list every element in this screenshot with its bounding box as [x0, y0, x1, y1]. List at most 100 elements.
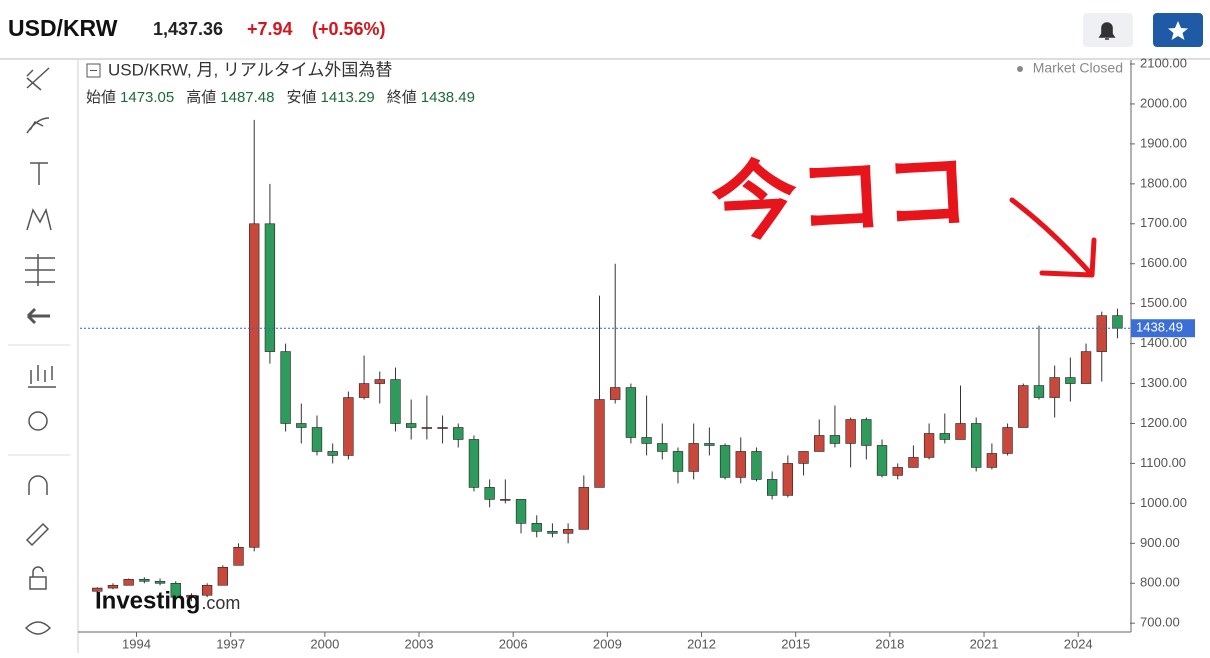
- candle-body: [876, 445, 888, 476]
- candle-body: [955, 423, 966, 440]
- tool-zoom[interactable]: [28, 411, 48, 431]
- candle-body: [908, 457, 919, 468]
- y-tick-label: 1600.00: [1140, 255, 1187, 270]
- candle-body: [766, 479, 778, 496]
- top-bar: [0, 0, 1210, 58]
- y-tick-label: 1000.00: [1140, 495, 1187, 510]
- tool-edit[interactable]: [25, 522, 50, 547]
- y-tick-label: 1100.00: [1140, 455, 1186, 470]
- x-tick-label: 2015: [781, 636, 810, 651]
- candle-body: [578, 487, 589, 530]
- candle-body: [92, 587, 103, 592]
- candle-body: [123, 578, 134, 586]
- candle-body: [515, 499, 527, 524]
- ohlc-value: 1413.29: [321, 89, 375, 106]
- candle-body: [610, 387, 621, 400]
- annotation: 今ココ: [709, 141, 972, 254]
- y-tick-label: 1800.00: [1140, 175, 1187, 190]
- candle-body: [233, 547, 244, 566]
- candle-body: [1033, 385, 1045, 398]
- candle-body: [154, 580, 166, 584]
- last-price-box: [1131, 319, 1195, 338]
- collapse-box[interactable]: [86, 63, 101, 78]
- tool-text[interactable]: [30, 162, 48, 185]
- candle-body: [1002, 427, 1013, 454]
- candle-body: [343, 397, 354, 456]
- tool-brush[interactable]: [26, 117, 50, 134]
- candle-body: [453, 427, 464, 440]
- tool-back[interactable]: [26, 307, 50, 325]
- price: 1,437.36: [153, 19, 223, 39]
- candle-body: [939, 433, 950, 440]
- annotation-arrow: [1009, 197, 1097, 278]
- candle-body: [484, 487, 495, 500]
- x-tick-label: 1997: [216, 636, 245, 651]
- candle-body: [358, 383, 370, 398]
- ohlc-value: 1473.05: [120, 89, 174, 106]
- y-tick-label: 1500.00: [1140, 295, 1187, 310]
- y-tick-label: 800.00: [1140, 575, 1180, 590]
- ohlc-label: 安値: [287, 89, 317, 106]
- candle-body: [704, 443, 715, 446]
- candle-body: [468, 439, 480, 488]
- star-icon: [1168, 21, 1188, 40]
- candle-body: [641, 437, 652, 444]
- x-tick-label: 2021: [970, 636, 999, 651]
- candle-body: [311, 427, 323, 452]
- candle-body: [829, 435, 841, 444]
- tool-pattern[interactable]: [26, 207, 52, 231]
- candle-body: [217, 566, 228, 586]
- x-tick-label: 2000: [310, 636, 339, 651]
- candle-body: [688, 443, 699, 472]
- x-tick-label: 2024: [1064, 636, 1093, 651]
- candle-body: [923, 433, 935, 458]
- watermark: Investing: [95, 587, 200, 614]
- candle-body: [971, 423, 982, 468]
- candle-body: [170, 582, 181, 598]
- candle-body: [657, 443, 668, 452]
- y-tick-label: 2000.00: [1140, 95, 1187, 110]
- candle-body: [814, 435, 825, 452]
- x-tick-label: 2003: [405, 636, 434, 651]
- tool-eye[interactable]: [24, 621, 52, 635]
- candle-body: [1112, 315, 1123, 329]
- candle-body: [798, 451, 809, 464]
- x-tick-label: 2009: [593, 636, 622, 651]
- y-tick-label: 700.00: [1140, 615, 1180, 630]
- symbol: USD/KRW: [8, 15, 118, 41]
- status-dot: [1017, 66, 1023, 72]
- tool-magnet[interactable]: [28, 475, 48, 495]
- candle-body: [107, 584, 119, 589]
- candle-body: [406, 423, 417, 428]
- y-tick-label: 1700.00: [1140, 215, 1187, 230]
- watermark-suffix: .com: [201, 593, 240, 613]
- tool-lines[interactable]: [26, 67, 50, 91]
- y-tick-label: 1300.00: [1140, 375, 1187, 390]
- ohlc-label: 高値: [186, 89, 216, 106]
- candle-body: [139, 578, 150, 582]
- y-tick-label: 1200.00: [1140, 415, 1187, 430]
- candle-body: [986, 453, 998, 468]
- alert-icon: [1098, 22, 1116, 40]
- candle-body: [201, 584, 213, 596]
- candle-body: [390, 379, 401, 424]
- x-tick-label: 2006: [499, 636, 528, 651]
- y-tick-label: 1900.00: [1140, 135, 1187, 150]
- change-pct: (+0.56%): [312, 19, 386, 39]
- last-price-label: 1438.49: [1136, 320, 1183, 335]
- candle-body: [374, 379, 385, 384]
- ohlc-value: 1438.49: [421, 89, 475, 106]
- candle-body: [735, 451, 746, 478]
- candle-body: [547, 531, 558, 534]
- candle-body: [719, 445, 731, 478]
- candle-body: [845, 419, 856, 444]
- tool-fib[interactable]: [25, 254, 55, 286]
- y-tick-label: 900.00: [1140, 535, 1180, 550]
- y-tick-label: 1400.00: [1140, 335, 1187, 350]
- tool-indicators[interactable]: [28, 365, 56, 388]
- candle-body: [437, 427, 448, 429]
- ohlc-label: 始値: [86, 89, 116, 106]
- ohlc-value: 1487.48: [220, 89, 274, 106]
- tool-lock[interactable]: [29, 566, 47, 590]
